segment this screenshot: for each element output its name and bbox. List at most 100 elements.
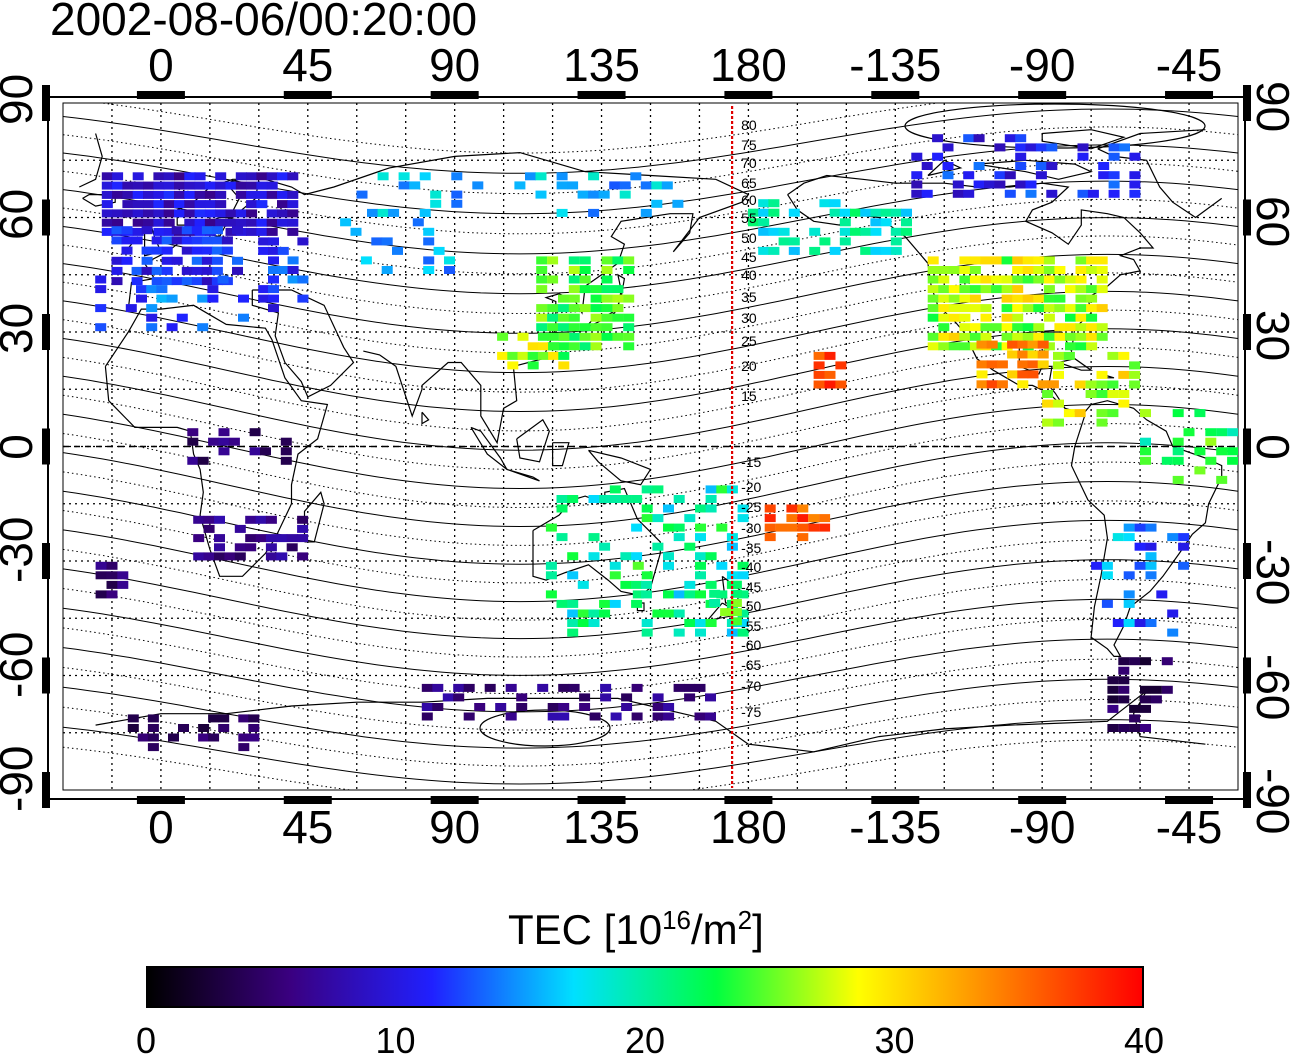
tec-point — [640, 590, 652, 599]
tec-point — [203, 552, 215, 561]
tec-point — [184, 218, 196, 227]
tec-point — [684, 683, 696, 692]
tec-point — [969, 285, 981, 294]
bottom-frame-tick — [1018, 796, 1067, 804]
tec-point — [829, 246, 841, 255]
tec-point — [1001, 285, 1013, 294]
tec-point — [248, 714, 260, 723]
tec-point — [258, 246, 270, 255]
tec-point — [663, 523, 674, 532]
tec-point — [1037, 350, 1049, 359]
tec-point — [577, 190, 589, 199]
tec-point — [609, 485, 621, 494]
tec-point — [786, 504, 798, 513]
tec-point — [567, 571, 579, 580]
tec-point — [1118, 676, 1130, 685]
tec-point — [1096, 380, 1108, 389]
tec-point — [111, 226, 123, 235]
tec-point — [166, 294, 178, 303]
tec-point — [737, 628, 749, 637]
tec-point — [567, 552, 579, 561]
tec-point — [620, 495, 632, 503]
tec-point — [174, 209, 185, 218]
tec-point — [663, 712, 675, 721]
contour-label: -20 — [741, 479, 761, 495]
tec-point — [1012, 266, 1024, 274]
coastline — [516, 418, 550, 463]
tec-point — [726, 485, 738, 494]
right-frame-tick — [1243, 543, 1251, 579]
tec-point — [758, 227, 770, 236]
tec-point — [911, 189, 923, 198]
tec-point — [1027, 370, 1039, 379]
tec-point — [890, 246, 902, 255]
tec-point — [535, 190, 547, 199]
tec-point — [146, 323, 158, 332]
tec-point — [95, 323, 107, 332]
tec-point — [599, 599, 611, 608]
contour-label: -70 — [741, 678, 761, 694]
tec-point — [1054, 323, 1066, 332]
tec-point — [277, 218, 288, 227]
tec-point — [146, 313, 158, 322]
colorbar-title-unit-exponent: 2 — [737, 905, 753, 935]
tec-point — [265, 515, 277, 524]
tec-point — [1001, 313, 1013, 322]
tec-point — [204, 218, 216, 227]
tec-point — [101, 181, 113, 190]
tec-point — [1012, 304, 1024, 313]
tec-point — [211, 266, 223, 275]
tec-point — [938, 294, 950, 303]
tec-point — [1161, 657, 1173, 666]
tec-point — [184, 200, 196, 209]
tec-point — [1033, 266, 1045, 274]
tec-point — [1033, 323, 1045, 332]
tec-point — [1033, 304, 1045, 313]
tec-point — [1012, 313, 1024, 322]
tec-point — [356, 190, 368, 199]
contour-line — [63, 719, 1238, 785]
tec-point — [824, 380, 836, 389]
tec-point — [340, 218, 352, 227]
tec-point — [287, 209, 299, 218]
tec-point — [768, 199, 780, 208]
tec-point — [730, 580, 742, 589]
tec-point — [684, 590, 696, 599]
tec-point — [525, 172, 536, 181]
tec-point — [673, 495, 685, 503]
tec-point — [235, 190, 247, 199]
tec-point — [277, 266, 289, 274]
tec-point — [516, 693, 528, 702]
tec-point — [694, 712, 706, 721]
tec-point — [536, 285, 548, 294]
tec-point — [442, 693, 454, 702]
tec-point — [991, 285, 1003, 294]
tec-point — [1033, 332, 1045, 341]
tec-point — [623, 342, 635, 351]
tec-point — [1047, 380, 1059, 389]
tec-point — [1107, 351, 1119, 360]
tec-point — [106, 580, 118, 589]
bottom-longitude-label: 135 — [563, 801, 640, 853]
tec-point — [778, 237, 790, 246]
tec-point — [1074, 380, 1086, 389]
tec-point — [558, 313, 569, 322]
tec-point — [558, 304, 569, 313]
tec-point — [1007, 340, 1019, 349]
tec-point — [558, 712, 570, 721]
tec-point — [276, 534, 288, 543]
tec-point — [1075, 285, 1087, 294]
tec-point — [1025, 143, 1037, 152]
tec-point — [1108, 143, 1120, 152]
tec-point — [824, 370, 836, 379]
tec-point — [248, 733, 260, 742]
tec-point — [927, 342, 939, 351]
tec-point — [201, 226, 213, 235]
tec-point — [1172, 409, 1184, 418]
tec-point — [423, 237, 435, 246]
tec-point — [1096, 266, 1108, 274]
tec-point — [709, 599, 721, 607]
tec-point — [1004, 189, 1016, 198]
tec-point — [1074, 409, 1086, 418]
tec-point — [1077, 152, 1089, 161]
